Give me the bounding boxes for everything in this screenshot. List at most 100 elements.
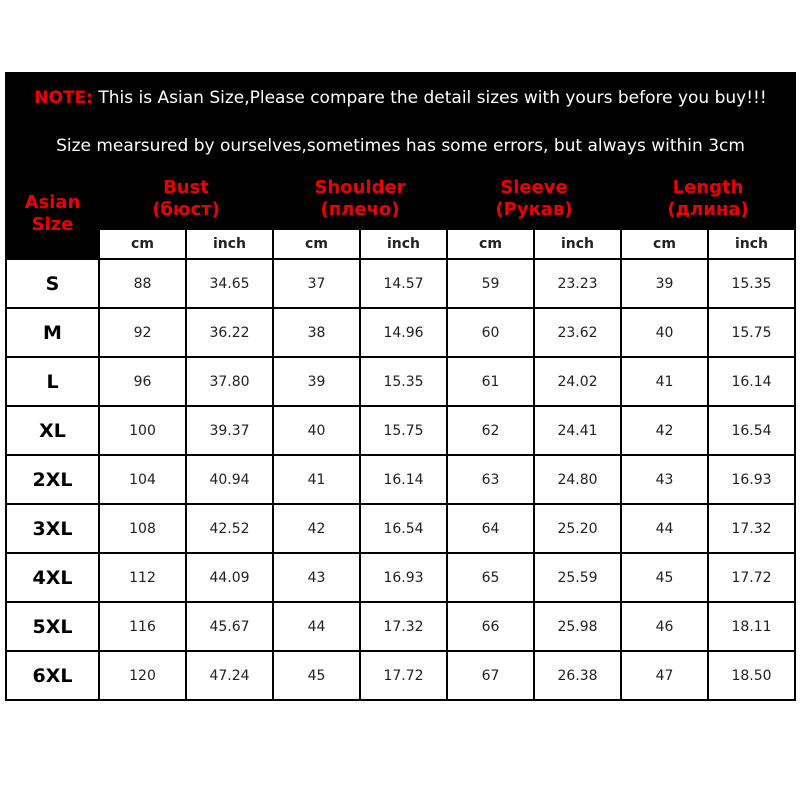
data-row: 6XL 120 47.24 45 17.72 67 26.38 47 18.50 [5, 650, 796, 701]
value-cell: 15.75 [359, 405, 448, 456]
value-cell: 112 [98, 552, 187, 603]
value-cell: 42 [620, 405, 709, 456]
value-cell: 88 [98, 258, 187, 309]
note-box: NOTE: This is Asian Size,Please compare … [5, 72, 796, 168]
value-cell: 44 [272, 601, 361, 652]
value-cell: 14.57 [359, 258, 448, 309]
value-cell: 18.11 [707, 601, 796, 652]
group-name: Bust [163, 177, 209, 198]
value-cell: 16.54 [707, 405, 796, 456]
group-header: Sleeve (Рукав) [446, 168, 622, 230]
unit-row: cm inch cm inch cm inch cm inch [6, 228, 796, 260]
group-translation: (Рукав) [495, 199, 573, 220]
note-text: This is Asian Size,Please compare the de… [98, 88, 767, 108]
group-translation: (плечо) [320, 199, 400, 220]
value-cell: 45 [272, 650, 361, 701]
group-name: Length [672, 177, 744, 198]
value-cell: 47 [620, 650, 709, 701]
value-cell: 14.96 [359, 307, 448, 358]
value-cell: 44 [620, 503, 709, 554]
value-cell: 120 [98, 650, 187, 701]
value-cell: 15.35 [707, 258, 796, 309]
value-cell: 15.35 [359, 356, 448, 407]
value-cell: 47.24 [185, 650, 274, 701]
value-cell: 41 [272, 454, 361, 505]
value-cell: 23.23 [533, 258, 622, 309]
value-cell: 25.98 [533, 601, 622, 652]
header-row: Asian Size Bust (бюст) Shoulder (плечо) Sleev… [5, 168, 796, 260]
size-cell: XL [5, 405, 100, 456]
value-cell: 67 [446, 650, 535, 701]
value-cell: 24.80 [533, 454, 622, 505]
group-name: Sleeve [500, 177, 568, 198]
value-cell: 64 [446, 503, 535, 554]
value-cell: 96 [98, 356, 187, 407]
value-cell: 16.14 [359, 454, 448, 505]
size-cell: 2XL [5, 454, 100, 505]
size-cell: 6XL [5, 650, 100, 701]
value-cell: 60 [446, 307, 535, 358]
size-cell: 4XL [5, 552, 100, 603]
value-cell: 38 [272, 307, 361, 358]
value-cell: 16.93 [359, 552, 448, 603]
size-cell: M [5, 307, 100, 358]
value-cell: 39 [620, 258, 709, 309]
value-cell: 16.14 [707, 356, 796, 407]
value-cell: 108 [98, 503, 187, 554]
note-line: NOTE: This is Asian Size,Please compare … [5, 72, 796, 120]
data-row: L 96 37.80 39 15.35 61 24.02 41 16.14 [5, 356, 796, 407]
group-name: Shoulder [314, 177, 406, 198]
value-cell: 43 [272, 552, 361, 603]
value-cell: 23.62 [533, 307, 622, 358]
value-cell: 40 [620, 307, 709, 358]
data-row: 2XL 104 40.94 41 16.14 63 24.80 43 16.93 [5, 454, 796, 505]
value-cell: 40.94 [185, 454, 274, 505]
value-cell: 15.75 [707, 307, 796, 358]
value-cell: 36.22 [185, 307, 274, 358]
size-cell: 3XL [5, 503, 100, 554]
value-cell: 17.72 [707, 552, 796, 603]
data-row: 4XL 112 44.09 43 16.93 65 25.59 45 17.72 [5, 552, 796, 603]
value-cell: 25.20 [533, 503, 622, 554]
value-cell: 24.41 [533, 405, 622, 456]
note-line: Size mearsured by ourselves,sometimes ha… [56, 136, 745, 156]
value-cell: 37.80 [185, 356, 274, 407]
note-label: NOTE: [34, 88, 93, 108]
value-cell: 24.02 [533, 356, 622, 407]
unit-cell: cm [620, 228, 709, 260]
unit-cell: inch [359, 228, 448, 260]
size-cell: L [5, 356, 100, 407]
value-cell: 44.09 [185, 552, 274, 603]
unit-cell: inch [185, 228, 274, 260]
size-header: Asian Size [5, 168, 100, 260]
value-cell: 34.65 [185, 258, 274, 309]
value-cell: 41 [620, 356, 709, 407]
value-cell: 63 [446, 454, 535, 505]
unit-cell: cm [446, 228, 535, 260]
value-cell: 116 [98, 601, 187, 652]
value-cell: 26.38 [533, 650, 622, 701]
value-cell: 39 [272, 356, 361, 407]
group-header: Shoulder (плечо) [272, 168, 448, 230]
value-cell: 42.52 [185, 503, 274, 554]
value-cell: 104 [98, 454, 187, 505]
value-cell: 40 [272, 405, 361, 456]
value-cell: 61 [446, 356, 535, 407]
value-cell: 65 [446, 552, 535, 603]
value-cell: 17.32 [359, 601, 448, 652]
size-cell: 5XL [5, 601, 100, 652]
value-cell: 46 [620, 601, 709, 652]
size-header-text: Asian Size [24, 192, 81, 235]
value-cell: 16.54 [359, 503, 448, 554]
value-cell: 62 [446, 405, 535, 456]
data-row: XL 100 39.37 40 15.75 62 24.41 42 16.54 [5, 405, 796, 456]
value-cell: 18.50 [707, 650, 796, 701]
value-cell: 43 [620, 454, 709, 505]
unit-cell: cm [98, 228, 187, 260]
data-row: 5XL 116 45.67 44 17.32 66 25.98 46 18.11 [5, 601, 796, 652]
size-table: Asian Size Bust (бюст) Shoulder (плечо) Sleev… [5, 168, 796, 701]
value-cell: 45 [620, 552, 709, 603]
unit-cell: inch [533, 228, 622, 260]
value-cell: 17.72 [359, 650, 448, 701]
value-cell: 92 [98, 307, 187, 358]
